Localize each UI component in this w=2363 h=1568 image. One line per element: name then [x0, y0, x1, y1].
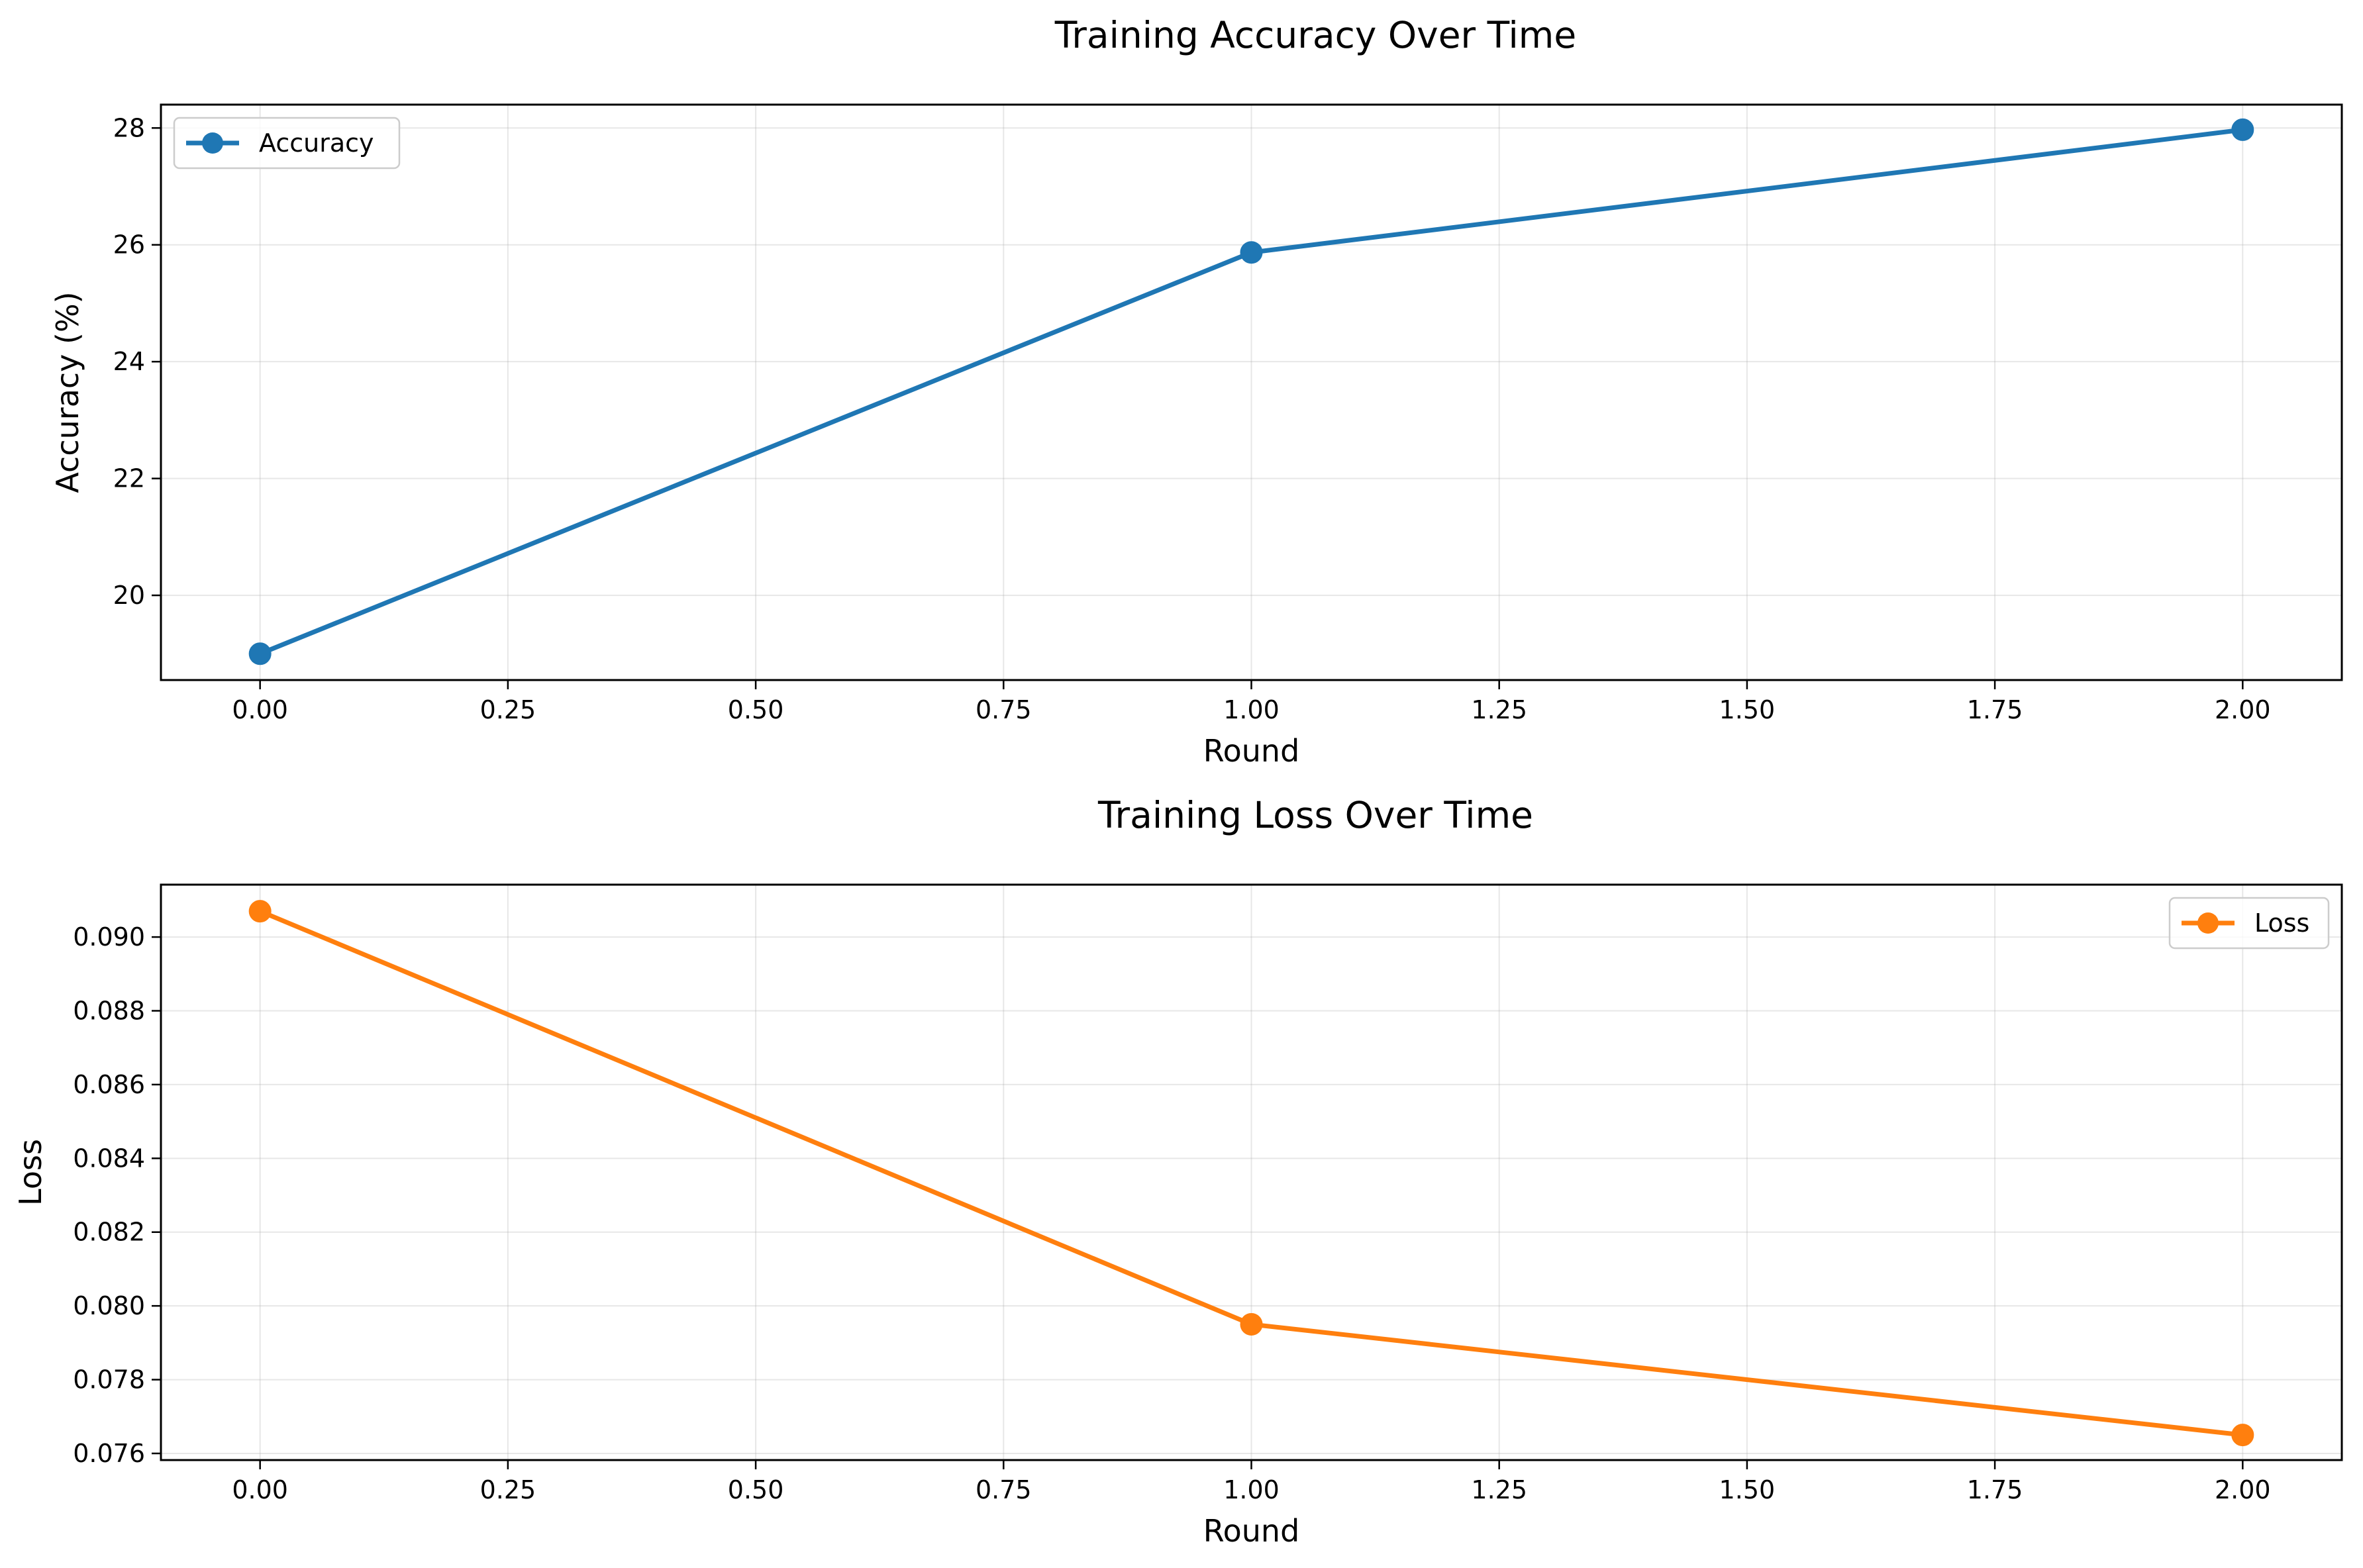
x-tick-label: 2.00	[2215, 695, 2271, 724]
legend-marker-swatch	[2197, 912, 2219, 934]
y-tick-label: 28	[113, 113, 145, 142]
data-point	[1240, 1313, 1263, 1336]
legend-box	[2168, 897, 2330, 950]
x-tick-label: 0.75	[976, 695, 1032, 724]
y-tick-label: 22	[113, 464, 145, 493]
x-tick-label: 0.50	[728, 695, 784, 724]
y-tick-label: 0.086	[73, 1070, 145, 1099]
x-tick-label: 0.75	[976, 1475, 1032, 1504]
x-tick-label: 1.00	[1223, 695, 1280, 724]
x-tick-label: 1.00	[1223, 1475, 1280, 1504]
legend: Accuracy	[173, 117, 401, 170]
data-point	[2231, 118, 2254, 141]
y-tick-label: 0.080	[73, 1291, 145, 1320]
y-tick-label: 0.078	[73, 1365, 145, 1395]
chart-panel-2: 0.00 0.25 0.50 0.75 1.00 1.25 1.50 1.75 2.00 0.07…	[13, 794, 2343, 1549]
y-tick-label: 0.090	[73, 922, 145, 952]
x-axis-label: Round	[1203, 1513, 1300, 1549]
chart-panel-1: 0.00 0.25 0.50 0.75 1.00 1.25 1.50 1.75 2.00 20 22…	[50, 14, 2343, 769]
legend-label: Accuracy	[259, 128, 374, 158]
y-tick-label: 0.082	[73, 1218, 145, 1247]
legend-box	[173, 117, 401, 170]
x-tick-label: 1.25	[1471, 695, 1527, 724]
data-point	[248, 642, 272, 665]
y-tick-label: 0.084	[73, 1144, 145, 1173]
x-tick-label: 0.00	[232, 695, 288, 724]
y-tick-label: 20	[113, 581, 145, 610]
x-tick-label: 0.00	[232, 1475, 288, 1504]
y-tick-label: 0.088	[73, 997, 145, 1026]
data-point	[2231, 1424, 2254, 1447]
y-tick-label: 0.076	[73, 1439, 145, 1468]
y-axis-label: Loss	[13, 1139, 48, 1206]
legend-label: Loss	[2254, 908, 2309, 938]
data-point	[1240, 241, 1263, 264]
chart-title: Training Accuracy Over Time	[1054, 14, 1576, 56]
y-axis-label: Accuracy (%)	[50, 291, 85, 493]
legend-marker-swatch	[202, 132, 223, 154]
x-tick-label: 1.75	[1967, 1475, 2023, 1504]
x-tick-label: 0.25	[480, 695, 536, 724]
x-tick-label: 1.75	[1967, 695, 2023, 724]
legend: Loss	[2168, 897, 2330, 950]
x-tick-label: 1.50	[1719, 1475, 1776, 1504]
x-tick-label: 1.50	[1719, 695, 1776, 724]
x-tick-label: 1.25	[1471, 1475, 1527, 1504]
x-tick-label: 0.50	[728, 1475, 784, 1504]
x-tick-label: 2.00	[2215, 1475, 2271, 1504]
x-tick-label: 0.25	[480, 1475, 536, 1504]
x-axis-label: Round	[1203, 733, 1300, 769]
data-point	[248, 900, 272, 923]
y-tick-label: 24	[113, 347, 145, 376]
y-tick-label: 26	[113, 230, 145, 260]
chart-title: Training Loss Over Time	[1097, 794, 1533, 836]
